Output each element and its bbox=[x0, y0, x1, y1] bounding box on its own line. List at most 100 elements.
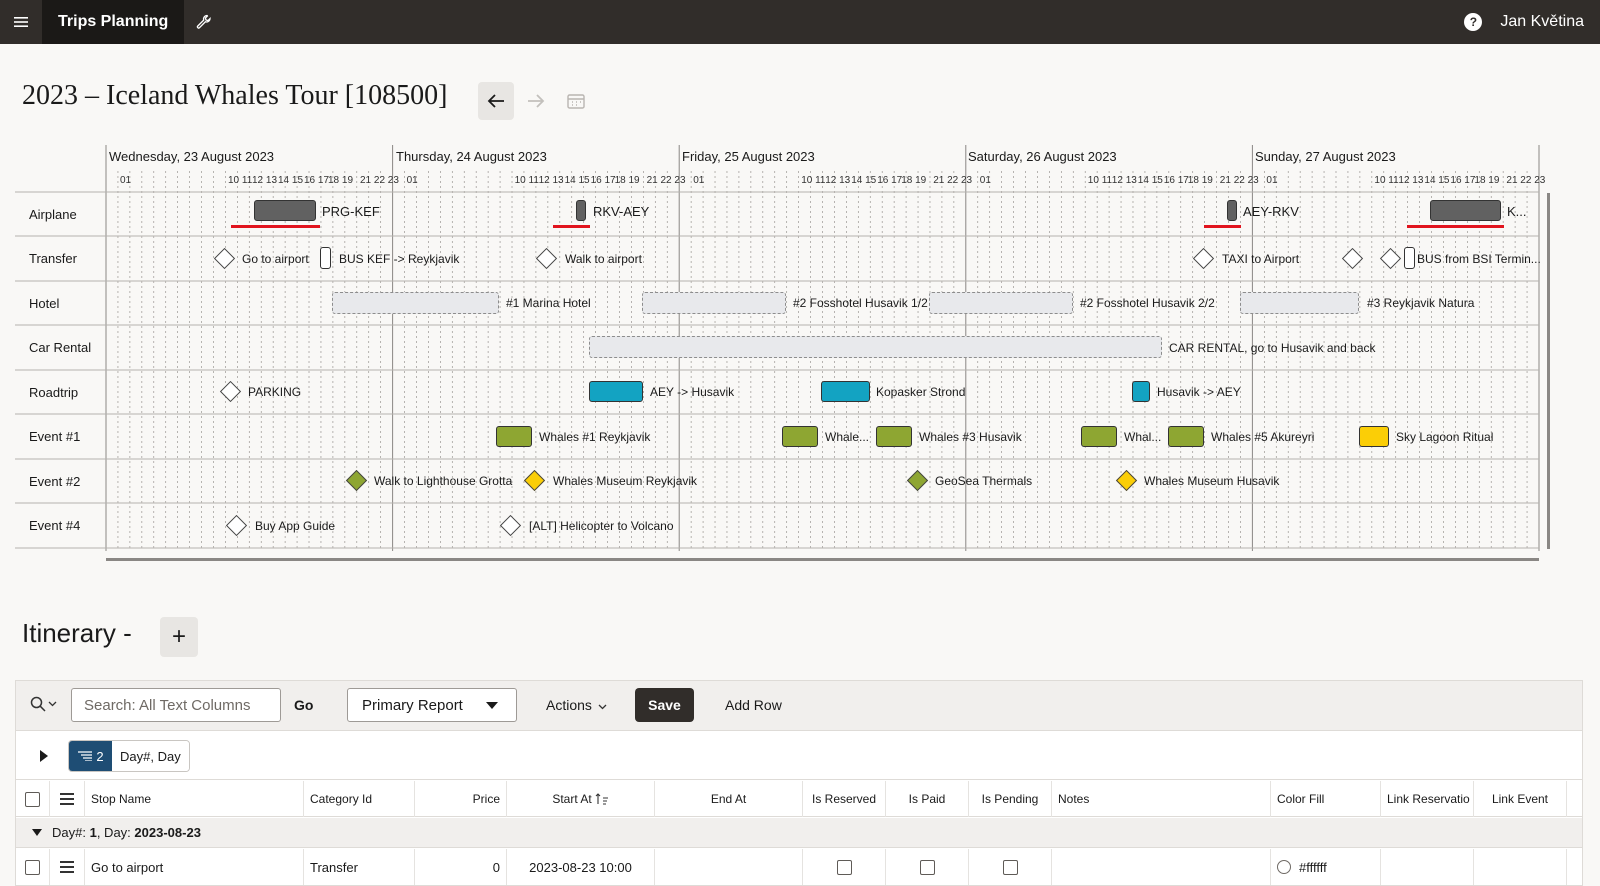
select-all-cell bbox=[16, 781, 50, 817]
next-trip-button[interactable] bbox=[518, 82, 554, 120]
transfer-bar[interactable] bbox=[1404, 247, 1415, 269]
hour-tick-label: 14 15 bbox=[1137, 175, 1163, 186]
cell-color-fill[interactable]: #ffffff bbox=[1271, 849, 1381, 885]
event-1-bar[interactable] bbox=[1359, 426, 1389, 447]
hotel-bar[interactable] bbox=[332, 292, 499, 314]
calendar-button[interactable] bbox=[558, 82, 594, 120]
roadtrip-bar[interactable] bbox=[1132, 381, 1150, 402]
add-row-button[interactable]: Add Row bbox=[725, 697, 782, 713]
wrench-icon[interactable] bbox=[184, 0, 224, 44]
cell-stop-name[interactable]: Go to airport bbox=[85, 849, 304, 885]
cell-link-reservation[interactable] bbox=[1381, 849, 1474, 885]
roadtrip-label: Kopasker Strond bbox=[876, 385, 966, 399]
grid-header: Stop Name Category Id Price Start At End… bbox=[16, 781, 1582, 817]
column-header-stop-name[interactable]: Stop Name bbox=[85, 781, 304, 817]
event-1-label: Whale... bbox=[825, 430, 870, 444]
event-1-bar[interactable] bbox=[876, 426, 912, 447]
search-column-selector[interactable] bbox=[30, 696, 57, 712]
event-1-label: Whales #5 Akureyri bbox=[1211, 430, 1315, 444]
gantt-grid bbox=[15, 145, 1540, 551]
event-4-label: [ALT] Helicopter to Volcano bbox=[529, 519, 674, 533]
table-row[interactable]: Go to airport Transfer 0 2023-08-23 10:0… bbox=[16, 849, 1582, 885]
column-header-is-pending[interactable]: Is Pending bbox=[969, 781, 1052, 817]
event-1-bar[interactable] bbox=[782, 426, 818, 447]
row-actions-icon[interactable] bbox=[60, 861, 74, 873]
gantt-horizontal-scrollbar[interactable] bbox=[106, 558, 1539, 561]
save-button[interactable]: Save bbox=[635, 688, 694, 722]
cell-category[interactable]: Transfer bbox=[304, 849, 415, 885]
cell-price[interactable]: 0 bbox=[415, 849, 507, 885]
app-name[interactable]: Trips Planning bbox=[42, 0, 185, 44]
itinerary-grid: Go Primary Report Actions Save Add Row 2… bbox=[15, 680, 1583, 886]
gantt-chart[interactable]: Wednesday, 23 August 2023 Thursday, 24 A… bbox=[15, 145, 1578, 575]
search-input[interactable] bbox=[71, 688, 281, 722]
transfer-label: Walk to airport bbox=[565, 252, 642, 266]
hamburger-menu-icon[interactable] bbox=[0, 0, 42, 44]
roadtrip-bar[interactable] bbox=[821, 381, 870, 402]
group-header-row[interactable]: Day#: 1, Day: 2023-08-23 bbox=[16, 818, 1582, 848]
hour-tick-label: 16 17 bbox=[590, 175, 616, 186]
control-break-bar: 2 Day#, Day bbox=[16, 732, 1582, 780]
search-icon bbox=[30, 696, 46, 712]
is-reserved-checkbox[interactable] bbox=[836, 859, 852, 875]
report-select[interactable]: Primary Report bbox=[347, 688, 517, 722]
airplane-bar[interactable] bbox=[254, 200, 316, 221]
hotel-bar[interactable] bbox=[642, 292, 786, 314]
itinerary-title: Itinerary - bbox=[22, 618, 132, 648]
hotel-bar[interactable] bbox=[1240, 292, 1359, 314]
column-header-color-fill[interactable]: Color Fill bbox=[1271, 781, 1381, 817]
previous-trip-button[interactable] bbox=[478, 82, 514, 120]
column-header-end-at[interactable]: End At bbox=[655, 781, 803, 817]
hour-tick-label: 16 17 bbox=[1163, 175, 1189, 186]
cell-link-event[interactable] bbox=[1474, 849, 1567, 885]
column-header-is-reserved[interactable]: Is Reserved bbox=[803, 781, 886, 817]
row-actions-icon[interactable] bbox=[60, 793, 74, 805]
hour-tick-label: 21 22 23 bbox=[933, 175, 973, 186]
airplane-bar[interactable] bbox=[1430, 200, 1501, 221]
control-break-chip[interactable]: 2 Day#, Day bbox=[68, 740, 190, 772]
airplane-bar[interactable] bbox=[576, 200, 586, 221]
is-pending-checkbox[interactable] bbox=[1002, 859, 1018, 875]
event-1-bar[interactable] bbox=[1081, 426, 1117, 447]
event-1-bar[interactable] bbox=[1168, 426, 1204, 447]
hour-tick-label: 10 11 bbox=[801, 175, 826, 186]
column-header-start-at-label: Start At bbox=[552, 792, 592, 806]
event-1-bar[interactable] bbox=[496, 426, 532, 447]
hotel-bar[interactable] bbox=[929, 292, 1073, 314]
hour-tick-label: 01 bbox=[406, 175, 418, 186]
hour-tick-label: 10 11 bbox=[1374, 175, 1399, 186]
column-header-link-event[interactable]: Link Event bbox=[1474, 781, 1567, 817]
day-header-1: Wednesday, 23 August 2023 bbox=[109, 149, 275, 164]
add-stop-button[interactable]: + bbox=[160, 617, 198, 657]
hour-tick-label: 21 22 23 bbox=[1219, 175, 1259, 186]
user-menu[interactable]: Jan Květina bbox=[1500, 13, 1584, 30]
roadtrip-bar[interactable] bbox=[589, 381, 643, 402]
help-icon[interactable]: ? bbox=[1464, 13, 1483, 31]
cell-notes[interactable] bbox=[1052, 849, 1271, 885]
cell-end-at[interactable] bbox=[655, 849, 803, 885]
select-all-checkbox[interactable] bbox=[25, 791, 40, 807]
hour-tick-label: 16 17 bbox=[304, 175, 330, 186]
transfer-bar[interactable] bbox=[320, 247, 331, 269]
column-header-link-reservation[interactable]: Link Reservatio bbox=[1381, 781, 1474, 817]
airplane-bar[interactable] bbox=[1227, 200, 1237, 221]
column-header-start-at[interactable]: Start At bbox=[507, 781, 655, 817]
column-header-notes[interactable]: Notes bbox=[1052, 781, 1271, 817]
collapse-caret-icon[interactable] bbox=[32, 829, 42, 836]
car-rental-bar[interactable] bbox=[589, 336, 1162, 358]
cell-start-at[interactable]: 2023-08-23 10:00 bbox=[507, 849, 655, 885]
actions-menu-button[interactable]: Actions bbox=[546, 697, 607, 713]
column-header-is-paid[interactable]: Is Paid bbox=[886, 781, 969, 817]
expand-triangle-icon[interactable] bbox=[40, 750, 48, 762]
hour-tick-label: 14 15 bbox=[564, 175, 590, 186]
cell-is-reserved bbox=[803, 849, 886, 885]
event-1-label: Whales #3 Husavik bbox=[919, 430, 1022, 444]
is-paid-checkbox[interactable] bbox=[919, 859, 935, 875]
gantt-vertical-scrollbar[interactable] bbox=[1547, 193, 1550, 549]
column-header-category-id[interactable]: Category Id bbox=[304, 781, 415, 817]
column-header-price[interactable]: Price bbox=[415, 781, 507, 817]
hour-tick-label: 12 13 bbox=[1398, 175, 1424, 186]
row-select-checkbox[interactable] bbox=[25, 859, 40, 875]
go-button[interactable]: Go bbox=[294, 697, 314, 713]
hour-tick-label: 16 17 bbox=[1450, 175, 1476, 186]
